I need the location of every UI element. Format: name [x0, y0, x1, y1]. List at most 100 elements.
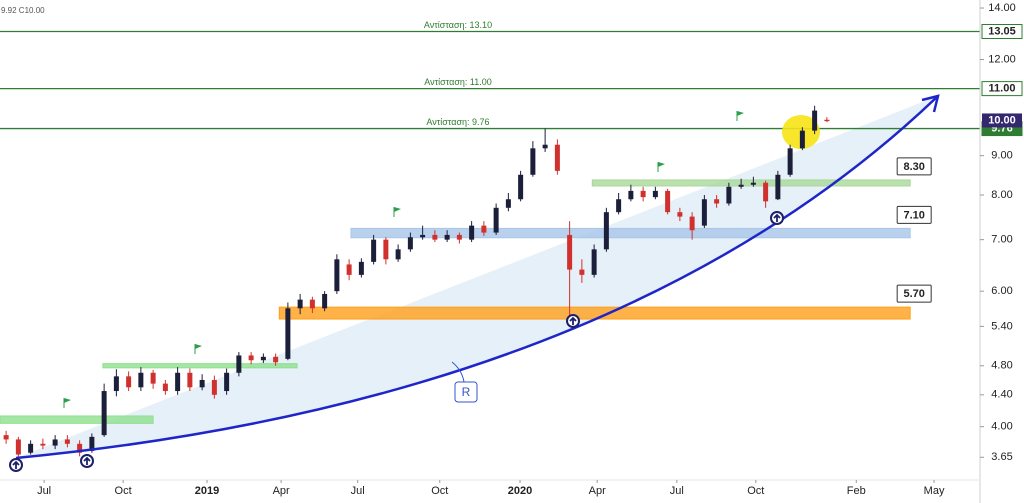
- flag-icon: [736, 111, 744, 121]
- candle-body: [518, 174, 524, 200]
- up-arrow-icon: [80, 454, 94, 468]
- candle-body: [481, 225, 487, 233]
- candle-body: [309, 299, 315, 309]
- flag-icon: [63, 398, 71, 408]
- candles: [3, 105, 830, 460]
- up-arrow-icon: [9, 458, 23, 472]
- last-price-box: [982, 113, 1022, 128]
- candle-body: [187, 372, 193, 388]
- zone-label: 8.30: [903, 161, 924, 173]
- y-tick-label: 14.00: [988, 2, 1016, 14]
- candle-body: [677, 212, 683, 217]
- candle-body: [224, 372, 230, 392]
- annotation-connector: [451, 361, 465, 383]
- candle-body: [101, 391, 107, 436]
- candle-body: [28, 443, 34, 453]
- candle-body: [162, 383, 168, 392]
- candle-body: [432, 234, 438, 240]
- y-tick-label: 6.00: [991, 285, 1012, 297]
- trend-curve: [15, 95, 939, 460]
- zone-label-box: [896, 157, 932, 176]
- candle-body: [358, 261, 364, 275]
- annotation-box: [454, 381, 478, 403]
- candle-body: [456, 234, 462, 240]
- candle-body: [395, 249, 401, 260]
- candle-body: [52, 439, 58, 446]
- candle-body: [616, 199, 622, 213]
- candle-body: [505, 199, 511, 208]
- flag-icon: [393, 207, 401, 217]
- candle-body: [126, 376, 132, 388]
- candle-body: [138, 372, 144, 388]
- candle-body: [640, 190, 646, 198]
- zone-label-box: [896, 284, 932, 303]
- candle-body: [40, 443, 46, 446]
- candle-body: [383, 239, 389, 260]
- candle-body: [322, 293, 328, 309]
- support-zone: [350, 227, 911, 239]
- candle-body: [285, 308, 291, 359]
- candle-body: [750, 182, 756, 185]
- candle-body: [64, 439, 70, 444]
- y-tick-label: 8.00: [991, 189, 1012, 201]
- candle-body: [444, 234, 450, 240]
- axes: 14.00 12.00 9.00 8.00 7.00 6.00 5.40 4.80 4.40 4.…: [37, 2, 1023, 497]
- candle-body: [346, 264, 352, 275]
- candle-body: [493, 207, 499, 233]
- candle-body: [579, 269, 585, 275]
- price-label-box: [981, 24, 1023, 40]
- flags: [63, 111, 744, 408]
- up-arrow-icon: [566, 314, 580, 328]
- resistance-text: Αντίσταση: 13.10: [424, 20, 492, 30]
- candle-body: [273, 356, 279, 363]
- zone-label-box: [896, 205, 932, 224]
- candle-body: [89, 436, 95, 451]
- zone-label: 5.70: [903, 288, 924, 300]
- y-tick-label: 4.80: [991, 360, 1012, 372]
- x-tick-label: Apr: [273, 485, 290, 497]
- candle-body: [77, 443, 83, 453]
- candle-body: [420, 234, 426, 238]
- candle-body: [787, 148, 793, 175]
- x-tick-label: Oct: [747, 485, 764, 497]
- candle-body: [211, 379, 217, 395]
- x-tick-label: May: [924, 485, 945, 497]
- candle-body: [542, 144, 548, 149]
- candle-body: [248, 355, 254, 361]
- y-tick-label: 7.00: [991, 234, 1012, 246]
- candle-body: [371, 239, 377, 262]
- resistance-text: Αντίσταση: 9.76: [426, 117, 489, 127]
- zones: 8.30 7.10 5.70: [0, 157, 932, 424]
- candle-body: [407, 237, 413, 250]
- x-tick-label: Apr: [589, 485, 606, 497]
- resistance-text: Αντίσταση: 11.00: [424, 77, 492, 87]
- candle-body: [603, 212, 609, 250]
- candle-body: [334, 259, 340, 292]
- y-tick-label: 3.65: [991, 451, 1012, 463]
- trend-arrowhead: [921, 94, 940, 113]
- candle-body: [701, 199, 707, 226]
- annotation: R: [462, 385, 471, 399]
- candle-body: [738, 184, 744, 187]
- last-price-label: 10.00: [988, 114, 1016, 126]
- candle-body: [628, 190, 634, 200]
- y-tick-label: 9.00: [991, 150, 1012, 162]
- candle-body: [199, 379, 205, 388]
- candle-body: [567, 234, 573, 270]
- flag-icon: [657, 162, 665, 172]
- y-tick-label: 4.40: [991, 389, 1012, 401]
- candle-body: [260, 356, 266, 361]
- price-label-box: [981, 81, 1023, 97]
- candle-body: [812, 110, 818, 131]
- candle-body: [726, 186, 732, 204]
- y-tick-label: 12.00: [988, 53, 1016, 65]
- candle-body: [236, 355, 242, 373]
- header-text: 9.92 C10.00: [1, 6, 45, 15]
- price-label: 13.05: [988, 25, 1016, 37]
- candle-body: [150, 372, 156, 384]
- x-tick-label: Jul: [351, 485, 365, 497]
- price-label: 11.00: [989, 83, 1016, 95]
- support-zone: [102, 363, 298, 369]
- candle-body: [297, 299, 303, 309]
